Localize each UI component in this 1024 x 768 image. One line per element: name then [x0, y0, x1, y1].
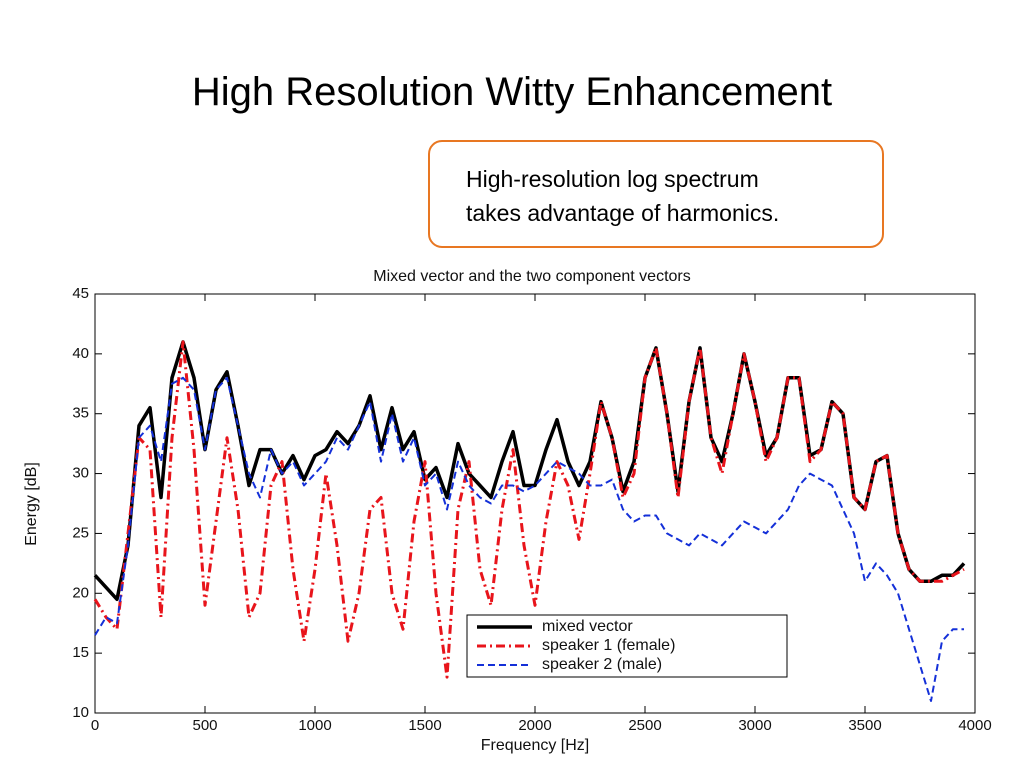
x-tick-label: 2000: [518, 717, 551, 734]
legend-label: mixed vector: [542, 618, 633, 635]
y-tick-label: 45: [72, 285, 89, 302]
x-tick-label: 1500: [408, 717, 441, 734]
x-tick-label: 4000: [958, 717, 991, 734]
series-line: [93, 340, 965, 679]
callout-line: High-resolution log spectrum: [466, 166, 759, 192]
y-tick-label: 15: [72, 644, 89, 661]
legend-label: speaker 1 (female): [542, 637, 675, 654]
x-tick-label: 3000: [738, 717, 771, 734]
y-tick-label: 20: [72, 584, 89, 601]
y-tick-label: 30: [72, 465, 89, 482]
x-tick-label: 0: [91, 717, 99, 734]
y-tick-label: 35: [72, 405, 89, 422]
callout-line: takes advantage of harmonics.: [466, 200, 780, 226]
slide-title: High Resolution Witty Enhancement: [191, 70, 833, 114]
x-tick-label: 3500: [848, 717, 881, 734]
y-axis-label: Energy [dB]: [23, 462, 40, 546]
legend-label: speaker 2 (male): [542, 656, 662, 673]
series-line: [93, 340, 966, 602]
y-tick-label: 40: [72, 345, 89, 362]
y-tick-label: 25: [72, 524, 89, 541]
x-tick-label: 2500: [628, 717, 661, 734]
callout: High-resolution log spectrum takes advan…: [428, 140, 884, 248]
y-tick-label: 10: [72, 704, 89, 721]
series-line: [94, 376, 964, 702]
x-tick-label: 500: [192, 717, 217, 734]
x-axis-label: Frequency [Hz]: [481, 737, 589, 754]
chart-title: Mixed vector and the two component vecto…: [373, 268, 691, 285]
x-tick-label: 1000: [298, 717, 331, 734]
